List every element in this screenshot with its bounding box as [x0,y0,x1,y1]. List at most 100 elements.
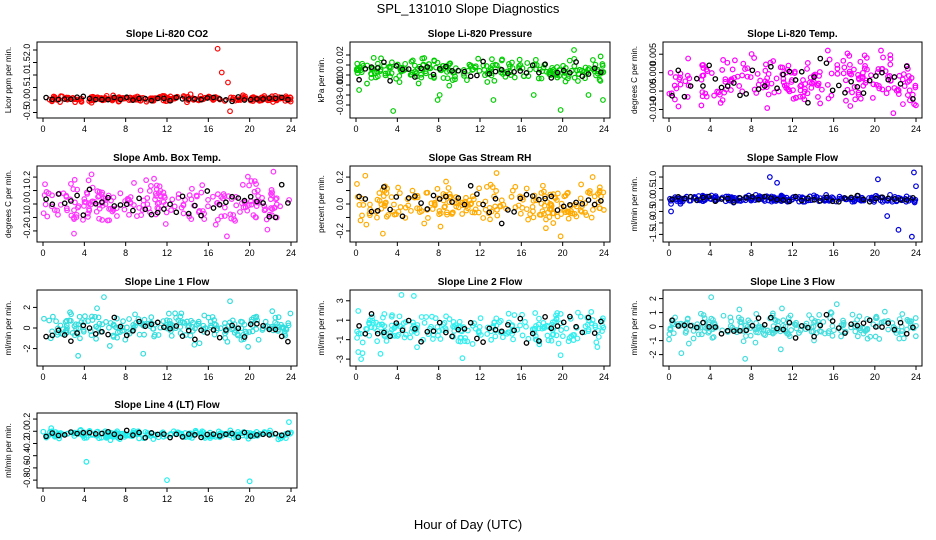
reference-point [185,327,192,334]
reference-point [68,96,74,103]
x-tick-label: 4 [82,248,87,258]
reference-point [266,326,273,333]
outlier-point [358,356,365,363]
reference-point [223,431,229,438]
reference-point [43,433,49,440]
outlier-point [164,477,170,484]
reference-point [891,196,898,202]
data-point [548,337,555,344]
data-point [554,213,561,220]
reference-point [368,64,375,70]
reference-point [142,206,149,213]
data-point [421,55,428,61]
reference-point [598,69,604,76]
reference-point [724,83,731,89]
reference-point [492,326,499,333]
data-point [400,320,407,327]
data-point [549,210,556,217]
panel-title: Slope Line 2 Flow [438,277,523,288]
reference-point [560,203,567,210]
reference-point [247,433,254,439]
data-point [151,175,157,182]
data-point [554,190,561,197]
x-tick-label: 12 [162,494,172,504]
data-point [150,97,157,104]
data-point [826,56,833,63]
reference-point [449,199,455,205]
reference-point [185,210,192,217]
reference-point [548,193,555,200]
reference-point [749,67,756,74]
reference-point [436,319,443,326]
data-point [80,433,87,439]
data-point [834,70,841,77]
data-point [415,80,422,87]
data-point [690,335,697,342]
reference-point [142,95,149,102]
data-point [162,221,169,227]
reference-point [229,98,235,105]
data-point [440,62,447,69]
reference-point [130,432,136,438]
data-point [577,195,584,202]
data-point [872,333,879,340]
data-point [265,429,272,436]
data-point [382,72,389,79]
reference-point [798,323,805,329]
y-tick-label: -0.2 [335,223,345,239]
data-point [130,321,137,328]
reference-point [548,325,555,332]
data-point [594,344,601,350]
data-point [253,181,259,187]
data-point [269,189,276,196]
reference-point [74,430,80,437]
data-point [873,192,880,199]
reference-point [368,208,375,215]
data-point [172,310,178,317]
data-point [815,94,821,100]
reference-point [693,197,700,203]
reference-point [805,195,811,202]
data-point [912,333,919,340]
y-tick-label: 0.0 [22,425,32,438]
x-tick-label: 20 [870,124,880,134]
reference-point [792,193,799,200]
reference-point [786,319,793,326]
data-point [517,210,524,217]
data-point [827,309,834,316]
reference-point [74,192,80,199]
data-point [824,81,831,88]
reference-point [511,209,517,215]
data-point [429,206,436,212]
data-point [734,73,741,80]
y-tick-label: -1.5 [648,227,658,243]
data-point [71,176,78,183]
reference-point [210,94,217,101]
data-point [401,334,408,341]
y-tick-label: 0.000 [648,61,658,84]
x-tick-label: 20 [558,248,568,258]
data-point [233,202,240,209]
panel-4: Slope Amb. Box Temp. degrees C per min. -0… [4,153,298,258]
data-point [752,339,759,346]
data-point [801,96,808,103]
data-point [404,196,411,202]
data-point [522,319,528,325]
data-point [355,349,362,355]
data-point [246,182,252,189]
x-tick-label: 20 [558,124,568,134]
reference-point [111,203,118,209]
reference-point [192,432,198,438]
reference-point [278,432,285,439]
reference-point [529,330,536,337]
reference-point [92,96,99,103]
data-point [376,190,383,196]
data-point [161,93,168,99]
data-point [228,196,235,202]
data-point [92,313,98,320]
data-point [383,337,390,344]
reference-point [381,329,387,336]
x-tick-label: 24 [911,372,921,382]
reference-point [49,332,56,339]
data-point [354,181,360,187]
